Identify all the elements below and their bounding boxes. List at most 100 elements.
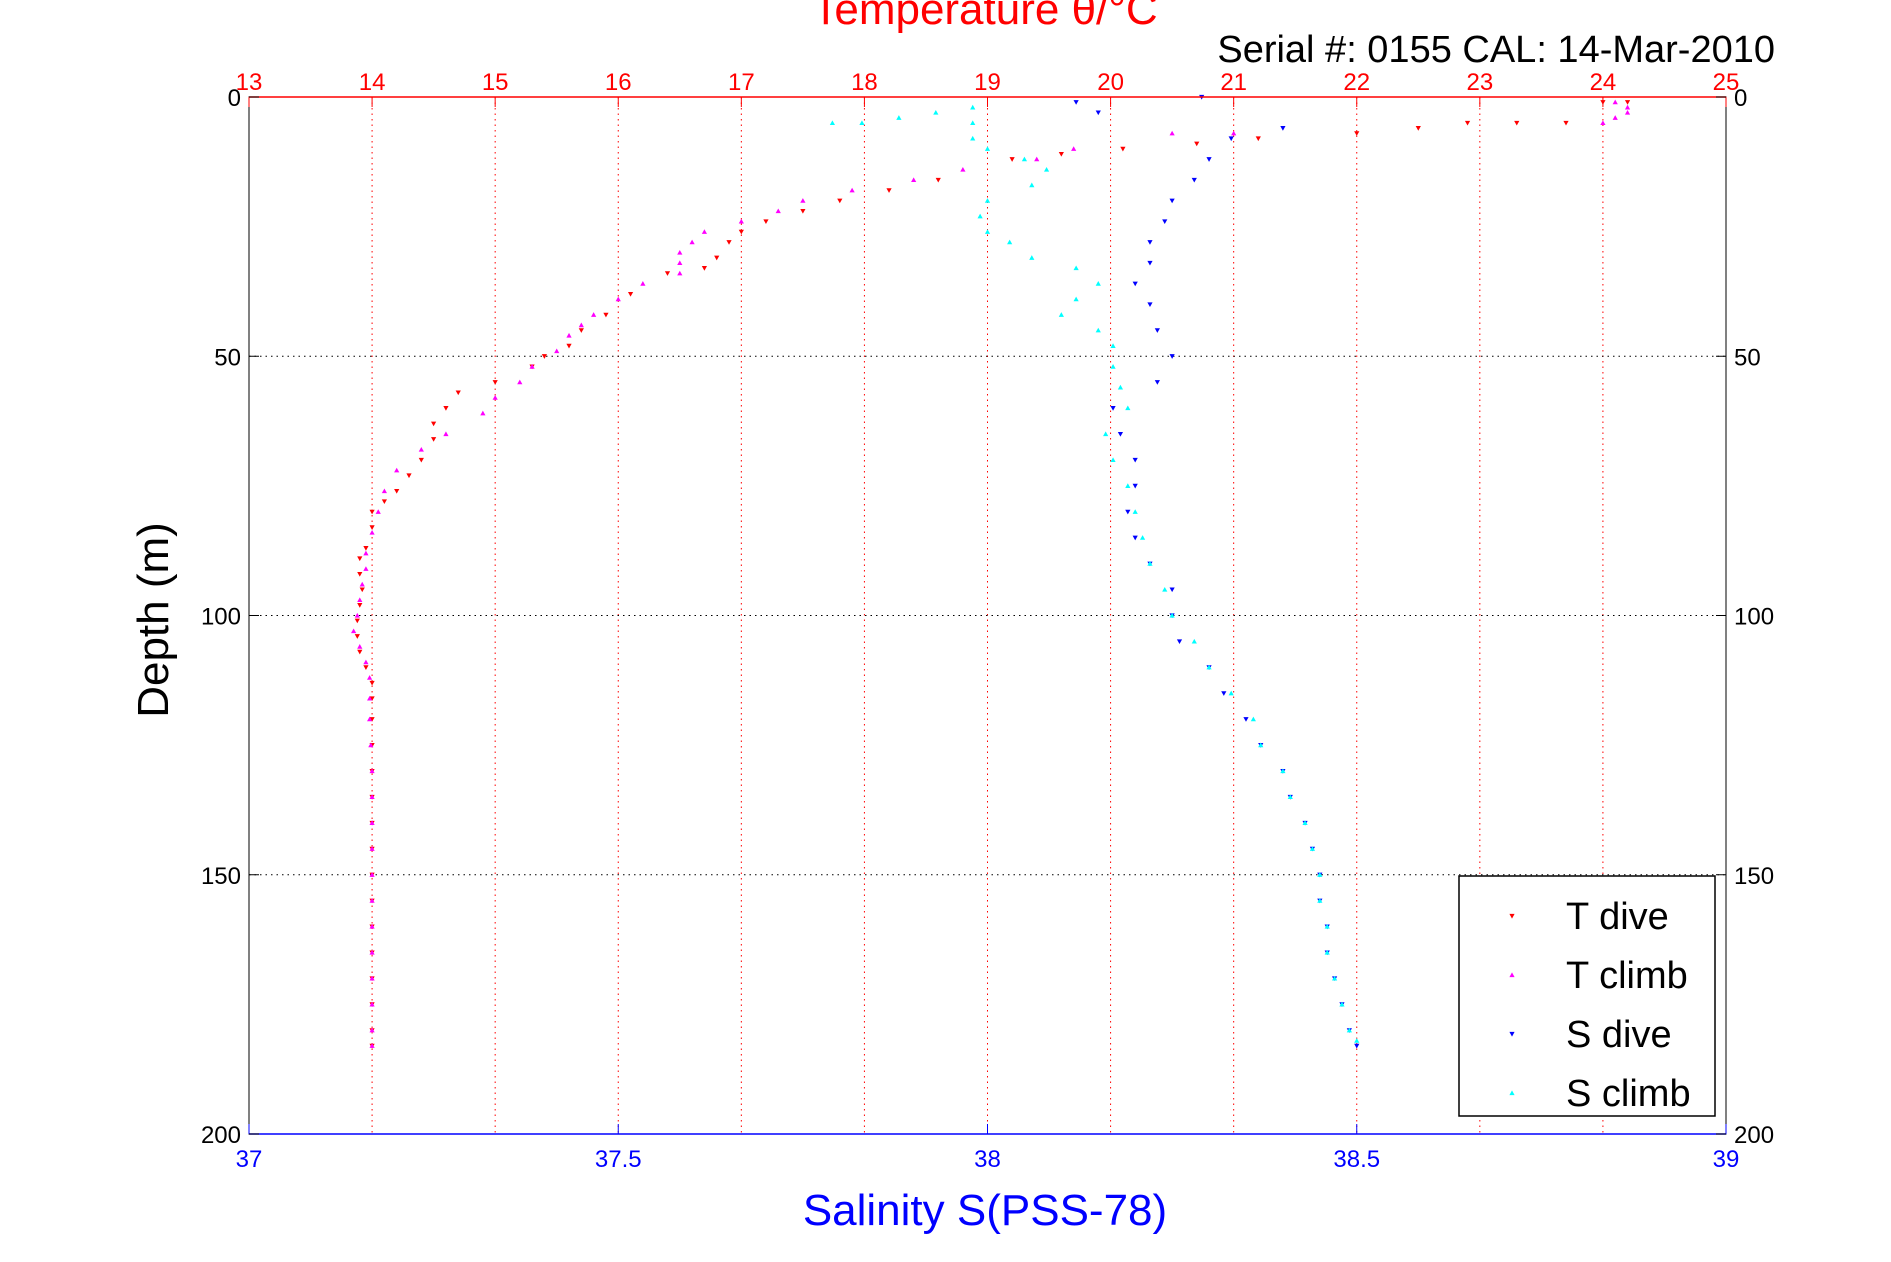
data-point <box>418 446 424 452</box>
data-point <box>369 696 375 702</box>
data-point <box>935 177 941 183</box>
tick-label-top: 17 <box>728 69 755 96</box>
data-point <box>1125 405 1131 411</box>
data-point <box>1317 898 1323 903</box>
tick-label-top: 21 <box>1220 69 1247 96</box>
data-point <box>859 120 865 126</box>
tick-label-top: 20 <box>1097 69 1124 96</box>
data-point <box>984 198 991 203</box>
data-point <box>970 120 976 126</box>
data-point <box>369 949 375 955</box>
tick-label-top: 25 <box>1713 69 1740 96</box>
data-point <box>363 659 369 665</box>
data-point <box>1132 457 1138 463</box>
data-point <box>1110 457 1116 463</box>
data-point <box>359 587 365 593</box>
data-point <box>1464 120 1471 126</box>
data-point <box>1563 120 1569 126</box>
data-point <box>1154 328 1160 333</box>
data-point <box>1206 157 1212 162</box>
data-point <box>369 1043 375 1048</box>
data-point <box>970 135 976 141</box>
data-point <box>1169 198 1175 204</box>
legend-label-s-dive: S dive <box>1566 1014 1672 1056</box>
legend-marker <box>1509 972 1515 978</box>
data-point <box>849 187 855 193</box>
data-point <box>541 354 547 359</box>
data-point <box>369 768 375 774</box>
tick-label-right: 200 <box>1734 1122 1774 1149</box>
data-point <box>1117 384 1124 390</box>
data-point <box>480 410 486 416</box>
data-point <box>1029 182 1035 188</box>
series-t-climb <box>351 99 1631 1048</box>
tick-label-bottom: 39 <box>1713 1146 1740 1173</box>
data-point <box>1280 126 1286 131</box>
data-point <box>363 550 369 556</box>
data-point <box>615 296 621 302</box>
data-point <box>1317 872 1323 877</box>
data-point <box>367 675 373 680</box>
tick-label-left: 100 <box>201 604 241 631</box>
data-point <box>492 380 498 385</box>
data-point <box>664 271 671 276</box>
data-point <box>357 644 363 649</box>
data-point <box>1139 535 1146 540</box>
tick-label-bottom: 37.5 <box>595 1146 642 1173</box>
data-point <box>1117 431 1124 437</box>
data-point <box>357 556 363 562</box>
data-point <box>1258 742 1264 748</box>
data-point <box>357 597 363 603</box>
data-point <box>1250 716 1256 722</box>
data-point <box>1147 240 1153 245</box>
data-point <box>517 379 523 385</box>
data-point <box>354 612 360 618</box>
tick-label-top: 23 <box>1466 69 1493 96</box>
data-point <box>726 240 732 245</box>
chart-title: Temperature θ/°C <box>812 0 1157 34</box>
data-point <box>1206 664 1212 670</box>
data-point <box>1191 638 1197 644</box>
data-point <box>1612 99 1618 105</box>
data-point <box>800 208 806 214</box>
legend-marker <box>1509 1031 1515 1037</box>
data-point <box>394 488 400 494</box>
data-point <box>1287 794 1293 800</box>
data-point <box>1194 141 1200 147</box>
data-point <box>1243 717 1249 722</box>
data-point <box>1095 327 1101 333</box>
data-point <box>578 322 584 328</box>
data-point <box>1103 431 1109 437</box>
legend: T dive T climb S dive S climb <box>1458 875 1716 1117</box>
data-point <box>566 343 572 349</box>
data-point <box>369 1027 375 1033</box>
data-point <box>369 794 375 800</box>
data-point <box>1110 364 1116 369</box>
data-point <box>1147 260 1153 266</box>
data-point <box>1125 483 1131 488</box>
data-point <box>1095 110 1101 116</box>
data-point <box>1058 151 1064 157</box>
data-point <box>1043 166 1050 172</box>
data-point <box>394 467 400 473</box>
data-point <box>1255 136 1261 142</box>
data-point <box>800 198 806 203</box>
data-point <box>977 213 983 219</box>
data-point <box>1021 156 1028 162</box>
y-axis-label: Depth (m) <box>129 522 178 718</box>
tick-label-left: 0 <box>228 85 241 112</box>
data-point <box>1029 255 1035 260</box>
data-point <box>1073 265 1079 271</box>
data-point <box>369 820 375 825</box>
data-point <box>627 291 634 297</box>
data-point <box>369 898 375 903</box>
data-point <box>689 239 695 245</box>
data-point <box>1147 561 1153 566</box>
data-point <box>1231 130 1237 136</box>
data-point <box>829 120 836 126</box>
tick-label-left: 200 <box>201 1122 241 1149</box>
data-point <box>406 473 412 479</box>
data-point <box>1191 177 1197 183</box>
tick-labels: 13 14 15 16 17 18 19 20 21 22 23 24 25 37 37.5 38 38.5 39… <box>201 69 1774 1173</box>
legend-box <box>1458 875 1716 1117</box>
